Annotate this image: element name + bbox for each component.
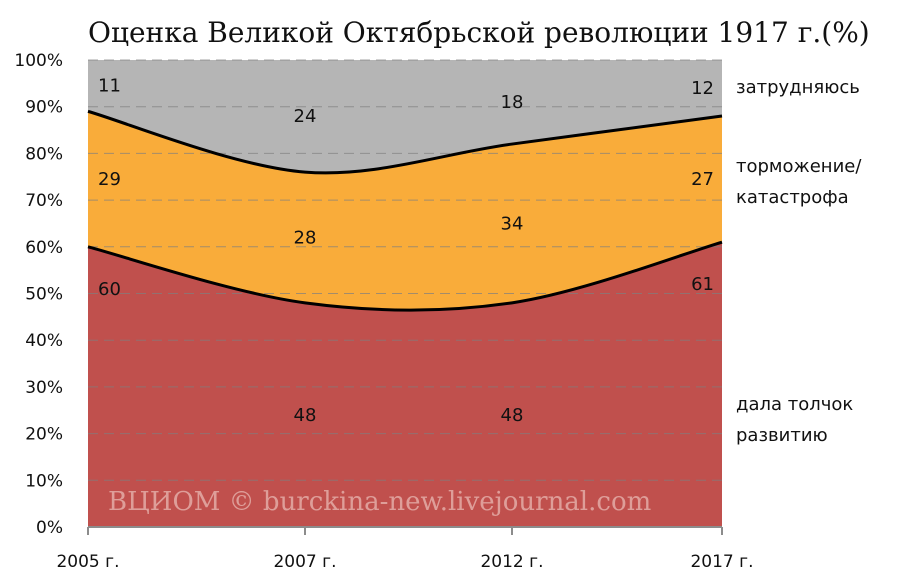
- data-label: 60: [98, 279, 121, 300]
- data-label: 24: [294, 106, 317, 127]
- legend-label: дала толчок: [736, 394, 853, 415]
- chart-title: Оценка Великой Октябрьской революции 191…: [88, 16, 870, 49]
- data-label: 48: [294, 405, 317, 426]
- y-tick-label: 100%: [14, 51, 63, 71]
- legend-label: затрудняюсь: [736, 77, 860, 98]
- x-tick-label: 2005 г.: [56, 552, 119, 572]
- legend-label: развитию: [736, 425, 828, 446]
- boundary-line-2: [87, 109, 723, 175]
- legend-label: катастрофа: [736, 187, 849, 208]
- y-tick-label: 60%: [25, 238, 63, 258]
- y-tick-label: 40%: [25, 331, 63, 351]
- y-tick-label: 80%: [25, 144, 63, 164]
- data-label: 27: [691, 169, 714, 190]
- data-label: 11: [98, 76, 121, 97]
- watermark: ВЦИОМ © burckina-new.livejournal.com: [108, 487, 651, 517]
- y-tick-label: 30%: [25, 378, 63, 398]
- x-tick-label: 2017 г.: [690, 552, 753, 572]
- y-tick-label: 70%: [25, 191, 63, 211]
- y-tick-label: 0%: [36, 518, 63, 538]
- data-label: 61: [691, 274, 714, 295]
- boundary-line-1: [87, 240, 723, 312]
- y-tick-label: 10%: [25, 471, 63, 491]
- plot-areas: [88, 60, 722, 528]
- data-label: 28: [294, 227, 317, 248]
- y-tick-label: 20%: [25, 425, 63, 445]
- data-label: 18: [501, 92, 524, 113]
- series-boundaries: [87, 109, 723, 312]
- legend: затрудняюсь торможение/катастрофа дала тол…: [736, 77, 862, 446]
- x-tick-label: 2007 г.: [273, 552, 336, 572]
- data-label: 29: [98, 169, 121, 190]
- gridlines: [88, 59, 722, 481]
- axes: 0% 10% 20% 30% 40% 50% 60% 70% 80% 90% 100% 2005 г.…: [14, 51, 753, 572]
- area-dala-tolchok: [88, 242, 722, 527]
- y-tick-label: 50%: [25, 285, 63, 305]
- data-label: 34: [501, 213, 524, 234]
- x-tick-label: 2012 г.: [480, 552, 543, 572]
- legend-label: торможение/: [736, 156, 862, 177]
- data-labels: 60 48 48 61 29 28 34 27 11 24 18 12: [98, 76, 714, 426]
- data-label: 12: [691, 78, 714, 99]
- y-tick-label: 90%: [25, 98, 63, 118]
- data-label: 48: [501, 405, 524, 426]
